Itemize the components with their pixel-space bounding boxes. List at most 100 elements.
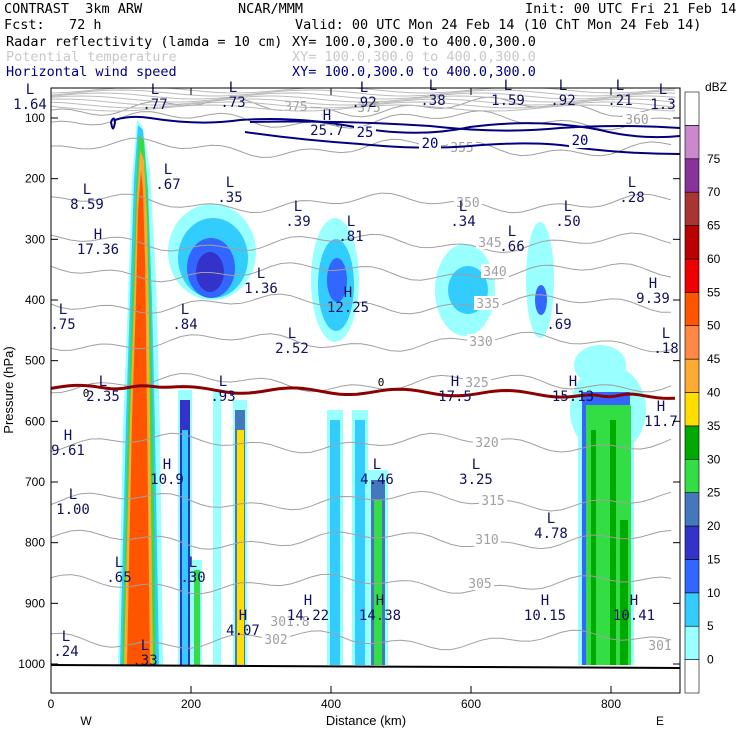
colorbar-swatch <box>684 392 700 427</box>
high-marker: H <box>657 399 665 415</box>
extremum-value: 10.9 <box>150 472 184 488</box>
field3-xy: XY= 100.0,300.0 to 400.0,300.0 <box>292 64 536 80</box>
colorbar-swatch <box>684 225 700 260</box>
field1-xy: XY= 100.0,300.0 to 400.0,300.0 <box>292 34 536 50</box>
hl-extremum-label: L.34 <box>450 199 475 230</box>
theta-label-bg <box>473 532 501 546</box>
wind-label-bg <box>354 126 376 140</box>
extremum-value: .92 <box>351 95 376 111</box>
low-marker: L <box>164 162 172 178</box>
extremum-value: .75 <box>50 317 75 333</box>
hl-extremum-label: H10.15 <box>524 593 566 624</box>
colorbar-label: 20 <box>707 519 721 533</box>
hl-extremum-label: H15.13 <box>552 374 594 405</box>
theta-contour <box>51 137 672 158</box>
colorbar-swatch <box>684 358 700 393</box>
high-marker: H <box>630 593 638 609</box>
hl-extremum-label: L.77 <box>142 82 167 113</box>
colorbar-swatch <box>684 191 700 226</box>
extremum-value: .35 <box>217 190 242 206</box>
colorbar-label: 40 <box>707 386 721 400</box>
low-marker: L <box>226 175 234 191</box>
theta-label: 355 <box>450 141 473 156</box>
extremum-value: .73 <box>220 95 245 111</box>
theta-contour <box>51 432 672 454</box>
hl-extremum-label: L.81 <box>338 214 363 245</box>
colorbar-label: 75 <box>707 152 721 166</box>
high-marker: H <box>569 374 577 390</box>
hl-extremum-label: L.92 <box>550 78 575 109</box>
theta-contour <box>51 331 672 353</box>
colorbar-swatch <box>684 592 700 627</box>
theta-label-bg <box>476 235 504 249</box>
low-marker: L <box>659 82 667 98</box>
freezing-level-label: 0 <box>83 387 90 400</box>
hl-extremum-label: H4.07 <box>226 608 260 639</box>
hl-extremum-label: L.18 <box>653 326 678 357</box>
hl-extremum-label: L.93 <box>210 374 235 405</box>
high-marker: H <box>344 285 352 301</box>
y-tick-label: 200 <box>25 172 45 186</box>
hl-extremum-label: L1.00 <box>56 487 90 518</box>
low-marker: L <box>347 214 355 230</box>
header-init: Init: 00 UTC Fri 21 Feb 14 <box>525 1 737 17</box>
field1-name: Radar reflectivity (lamda = 10 cm) <box>6 34 283 50</box>
theta-contour <box>51 101 676 109</box>
x-tick-label: 200 <box>181 697 201 711</box>
extremum-value: .84 <box>172 317 197 333</box>
y-tick-label: 100 <box>25 111 45 125</box>
low-marker: L <box>99 374 107 390</box>
extremum-value: .93 <box>210 389 235 405</box>
hl-extremum-label: L1.64 <box>13 82 47 113</box>
extremum-value: 9.61 <box>51 443 85 459</box>
y-tick-label: 600 <box>25 414 45 428</box>
reflectivity-cell <box>182 430 188 665</box>
colorbar-swatch <box>684 258 700 293</box>
colorbar-label: 70 <box>707 185 721 199</box>
theta-label-bg <box>623 112 651 126</box>
extremum-value: 4.78 <box>534 526 568 542</box>
header-model: CONTRAST 3km ARW <box>4 1 143 17</box>
theta-label: 302 <box>264 633 287 648</box>
header-valid: Valid: 00 UTC Mon 24 Feb 14 (10 ChT Mon … <box>295 17 702 33</box>
colorbar-label: 50 <box>707 319 721 333</box>
reflectivity-cell <box>35 510 43 665</box>
reflectivity-cell <box>33 490 45 665</box>
theta-contour <box>51 232 672 254</box>
y-axis-label: Pressure (hPa) <box>1 346 16 433</box>
extremum-value: .50 <box>555 214 580 230</box>
extremum-value: .69 <box>546 317 571 333</box>
low-marker: L <box>429 78 437 94</box>
extremum-value: 1.59 <box>491 93 525 109</box>
theta-label: 350 <box>456 196 479 211</box>
hl-extremum-label: L2.52 <box>275 326 309 357</box>
reflectivity-cell <box>327 258 347 302</box>
theta-label: 335 <box>476 297 499 312</box>
y-tick-label: 400 <box>25 293 45 307</box>
x-tick-label: 800 <box>601 697 621 711</box>
theta-label: 325 <box>465 376 488 391</box>
theta-label-bg <box>481 264 509 278</box>
colorbar-swatch <box>684 525 700 560</box>
extremum-value: 1.36 <box>244 281 278 297</box>
theta-contour <box>51 92 676 100</box>
reflectivity-cell <box>535 285 547 315</box>
extremum-value: .66 <box>499 239 524 255</box>
hl-extremum-label: L.84 <box>172 302 197 333</box>
convective-column <box>610 420 616 665</box>
colorbar-label: 10 <box>707 586 721 600</box>
extremum-value: 2.52 <box>275 341 309 357</box>
hl-extremum-label: L.66 <box>499 224 524 255</box>
low-marker: L <box>69 487 77 503</box>
theta-label-bg <box>467 334 495 348</box>
colorbar-unit: dBZ <box>705 80 727 94</box>
extremum-value: .38 <box>420 93 445 109</box>
extremum-value: 4.07 <box>226 623 260 639</box>
freezing-level-line <box>51 383 676 400</box>
colorbar-swatch <box>684 125 700 160</box>
hl-extremum-label: H10.9 <box>150 457 184 488</box>
extremum-value: 2.35 <box>86 389 120 405</box>
theta-label-bg <box>463 375 491 389</box>
low-marker: L <box>559 78 567 94</box>
